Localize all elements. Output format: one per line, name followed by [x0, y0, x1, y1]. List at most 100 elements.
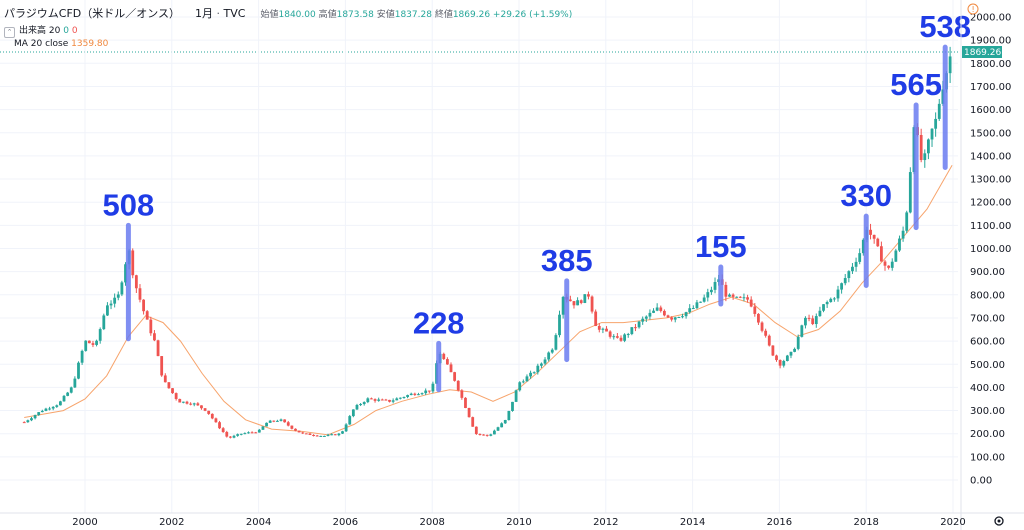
candle-body [456, 380, 460, 391]
candle-body [55, 405, 59, 407]
candle-body [431, 383, 435, 392]
candle-body [366, 398, 370, 403]
candle-body [178, 398, 182, 403]
interval-label[interactable]: 1月 [195, 7, 214, 20]
candle-body [543, 359, 547, 364]
candle-body [301, 432, 305, 434]
candle-body [677, 316, 681, 318]
candle-body [69, 387, 73, 393]
candle-body [735, 296, 739, 298]
candle-body [529, 372, 532, 377]
candle-body [793, 348, 796, 352]
candle-body [597, 325, 601, 330]
candle-body [695, 302, 699, 309]
candle-body [257, 429, 261, 433]
candle-body [247, 432, 250, 434]
close-label: 終値 [434, 10, 453, 20]
candle-body [196, 403, 200, 406]
candle-body [937, 103, 941, 119]
candle-body [836, 289, 840, 299]
symbol-title[interactable]: パラジウムCFD（米ドル／オンス） [4, 7, 181, 20]
candle-body [887, 265, 891, 268]
candle-body [948, 56, 952, 74]
candle-body [337, 433, 341, 436]
candle-body [66, 392, 70, 396]
annotation-label: 385 [541, 243, 593, 278]
candle-body [80, 350, 84, 363]
candle-body [355, 404, 359, 410]
candle-body [930, 128, 934, 140]
candle-body [688, 308, 692, 313]
y-tick-label: 1700.00 [970, 82, 1011, 93]
candle-body [276, 420, 279, 422]
y-tick-label: 1400.00 [970, 151, 1011, 162]
annotation-label: 330 [840, 178, 892, 213]
candle-body [576, 300, 579, 306]
candle-body [568, 299, 572, 302]
candle-body [218, 422, 221, 429]
ma-legend[interactable]: MA 20 close 1359.80 [14, 39, 108, 49]
candle-body [192, 403, 196, 405]
candle-body [514, 390, 518, 402]
candle-body [91, 343, 95, 345]
volume-label: 出来高 20 [19, 26, 61, 36]
candle-body [814, 316, 818, 325]
candle-body [749, 299, 753, 307]
candle-body [587, 294, 590, 297]
candle-body [540, 363, 543, 366]
candle-body [370, 398, 373, 400]
candle-body [652, 310, 655, 313]
annotation-label: 538 [919, 9, 971, 44]
low-label: 安値 [376, 10, 395, 20]
candle-body [583, 294, 587, 303]
candle-body [167, 382, 171, 389]
volume-value-2: 0 [71, 26, 78, 36]
svg-text:!: ! [972, 5, 975, 14]
candle-body [163, 375, 167, 383]
x-axis: 2000 2002 2004 2006 2008 2010 2012 2014 2016 2018… [72, 517, 965, 528]
x-tick-label: 2018 [853, 517, 878, 528]
y-tick-label: 1000.00 [970, 244, 1011, 255]
volume-legend[interactable]: ⌃ 出来高 20 0 0 [4, 23, 78, 38]
candle-body [879, 246, 883, 262]
y-tick-label: 1800.00 [970, 59, 1011, 70]
candle-body [858, 253, 862, 262]
collapse-icon[interactable]: ⌃ [4, 27, 15, 38]
candle-body [507, 410, 511, 421]
candle-body [478, 433, 482, 435]
x-tick-label: 2014 [680, 517, 705, 528]
candle-body [796, 336, 800, 349]
candle-body [131, 250, 135, 276]
alert-icon[interactable]: ! [967, 3, 979, 15]
candle-body [670, 317, 674, 320]
candle-body [232, 435, 236, 438]
annotation-label: 228 [413, 305, 465, 340]
candle-body [785, 355, 789, 361]
candle-body [883, 261, 887, 266]
candle-body [149, 319, 153, 334]
candle-body [901, 230, 905, 239]
candle-body [98, 329, 102, 341]
candle-body [279, 419, 283, 421]
candle-body [228, 436, 232, 438]
ma-label: MA 20 close [14, 39, 69, 49]
candle-body [518, 382, 522, 391]
y-tick-label: 1500.00 [970, 128, 1011, 139]
candle-body [521, 381, 525, 383]
candle-body [558, 314, 561, 336]
high-label: 高値 [318, 10, 337, 20]
candle-body [286, 422, 290, 426]
settings-gear-icon[interactable] [994, 516, 1004, 526]
candle-body [464, 397, 467, 408]
candle-body [142, 299, 145, 312]
header-legend: パラジウムCFD（米ドル／オンス） 1月 · TVC 始値1840.00 高値1… [4, 7, 573, 20]
y-tick-label: 200.00 [970, 429, 1005, 440]
candle-body [22, 422, 26, 424]
candle-body [641, 318, 645, 322]
candle-body [684, 312, 688, 317]
candle-body [753, 306, 757, 314]
candle-body [474, 426, 478, 434]
candle-body [200, 405, 203, 409]
candle-body [134, 275, 138, 289]
